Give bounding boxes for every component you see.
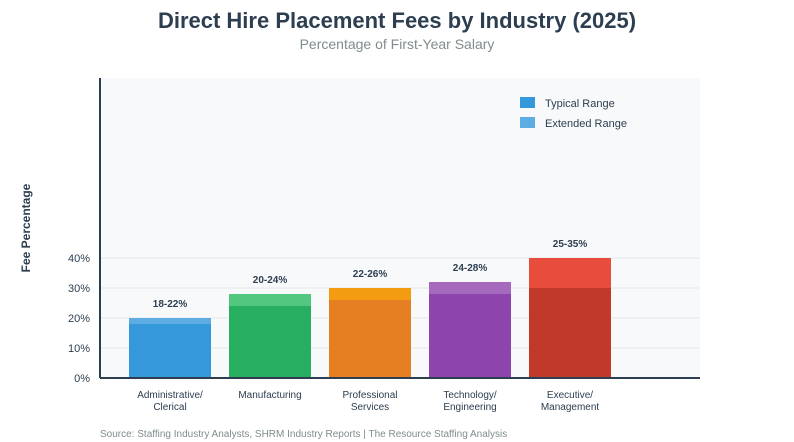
bar-data-label: 25-35% [553, 239, 588, 250]
y-tick-label: 40% [68, 253, 90, 265]
y-tick-label: 0% [74, 373, 90, 385]
x-tick-label: Administrative/ [137, 390, 203, 401]
x-tick-label: Executive/ [547, 390, 593, 401]
y-axis-label: Fee Percentage [19, 183, 33, 272]
legend-label-typical: Typical Range [545, 98, 615, 110]
legend-label-extended: Extended Range [545, 118, 627, 130]
y-tick-label: 10% [68, 343, 90, 355]
bar-typical-range [529, 288, 611, 378]
bar-typical-range [329, 300, 411, 378]
bar-extended-range [329, 288, 411, 300]
legend: Typical Range Extended Range [520, 97, 627, 130]
bar-typical-range [429, 294, 511, 378]
bars [129, 258, 611, 378]
bar-data-label: 18-22% [153, 299, 188, 310]
chart-subtitle: Percentage of First-Year Salary [299, 36, 495, 52]
bar-typical-range [129, 324, 211, 378]
bar-extended-range [229, 294, 311, 306]
y-tick-label: 30% [68, 283, 90, 295]
legend-swatch-extended [520, 117, 535, 128]
data-labels: 18-22% 20-24% 22-26% 24-28% 25-35% [153, 239, 588, 310]
x-tick-labels: Administrative/Clerical Manufacturing Prof… [137, 390, 599, 413]
bar-extended-range [529, 258, 611, 288]
bar-data-label: 20-24% [253, 275, 288, 286]
bar-data-label: 24-28% [453, 263, 488, 274]
x-tick-label: Management [541, 402, 600, 413]
y-tick-label: 20% [68, 313, 90, 325]
bar-typical-range [229, 306, 311, 378]
y-tick-labels: 0% 10% 20% 30% 40% [68, 253, 90, 385]
x-tick-label: Technology/ [443, 390, 497, 401]
chart-title: Direct Hire Placement Fees by Industry (… [157, 8, 637, 33]
x-tick-label: Engineering [443, 402, 496, 413]
bar-data-label: 22-26% [353, 269, 388, 280]
x-tick-label: Professional [342, 390, 397, 401]
bar-extended-range [429, 282, 511, 294]
bar-extended-range [129, 318, 211, 324]
legend-swatch-typical [520, 97, 535, 108]
x-tick-label: Manufacturing [238, 390, 301, 401]
x-tick-label: Clerical [153, 402, 186, 413]
source-footnote: Source: Staffing Industry Analysts, SHRM… [100, 429, 508, 440]
x-tick-label: Services [351, 402, 389, 413]
